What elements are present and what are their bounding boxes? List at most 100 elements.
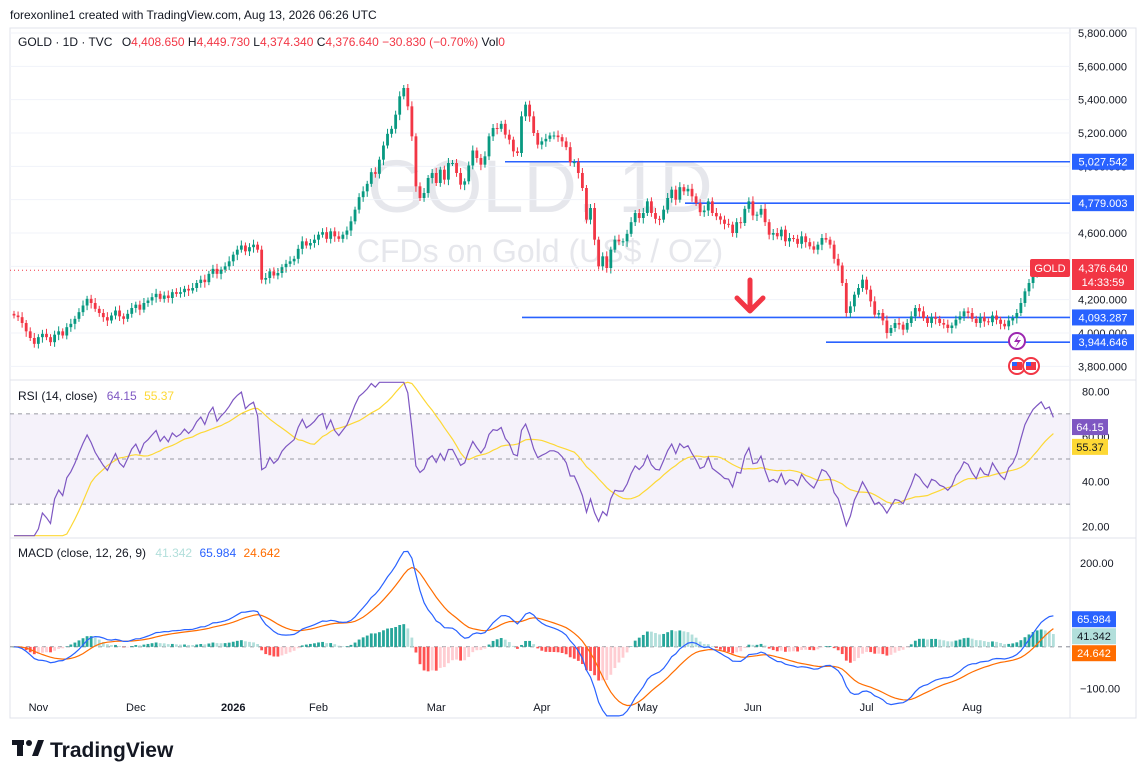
candle-body [995, 315, 998, 320]
macd-histogram-bar [398, 625, 402, 647]
candle-body [402, 88, 406, 97]
candle-body [203, 279, 207, 283]
candle-body [215, 268, 219, 274]
symbol-label[interactable]: GOLD · 1D · TVC [18, 35, 113, 49]
price-axis[interactable]: 3,800.0004,000.0004,200.0004,400.0004,60… [10, 28, 1127, 373]
macd-histogram-bar [422, 646, 426, 671]
candle-body [276, 273, 280, 276]
footer-brand[interactable]: TradingView [12, 738, 173, 764]
macd-histogram-bar [958, 639, 962, 647]
macd-histogram-bar [308, 643, 312, 647]
macd-histogram-bar [572, 646, 576, 659]
macd-histogram-bar [836, 646, 840, 651]
macd-histogram-bar [714, 646, 718, 649]
macd-histogram-bar [796, 646, 799, 652]
macd-hist-badge-label: 41.342 [1077, 631, 1111, 643]
macd-histogram-bar [430, 646, 434, 671]
time-tick-label: May [637, 702, 658, 714]
candle-body [49, 337, 52, 343]
macd-histogram-bar [1027, 634, 1031, 647]
macd-histogram-bar [268, 646, 272, 656]
macd-histogram-bar [434, 646, 438, 671]
candle-body [881, 313, 885, 321]
macd-histogram-bar [938, 639, 942, 647]
macd-histogram-bar [386, 628, 389, 647]
candle-body [126, 313, 130, 319]
candle-body [710, 201, 714, 213]
macd-histogram-bar [369, 633, 373, 647]
candle-body [223, 266, 227, 270]
volume-value: 0 [498, 35, 505, 49]
macd-histogram-bar [134, 645, 138, 647]
lightning-event-icon[interactable] [1008, 332, 1026, 350]
candle-body [179, 292, 182, 294]
candle-body [674, 189, 678, 200]
candle-body [658, 218, 661, 220]
time-tick-label: Apr [533, 702, 550, 714]
rsi-title: RSI (14, close) [18, 389, 98, 403]
macd-histogram-bar [524, 640, 527, 647]
candle-body [593, 208, 596, 240]
candle-body [183, 288, 186, 293]
time-tick-label: Jul [860, 702, 874, 714]
open-label: O [121, 35, 132, 49]
macd-histogram-bar [784, 646, 787, 652]
watermark-subtitle: CFDs on Gold (US$ / OZ) [357, 233, 723, 269]
candle-body [341, 234, 345, 239]
candle-body [77, 312, 81, 319]
candle-body [122, 316, 126, 319]
candle-body [41, 333, 44, 338]
candle-body [536, 133, 540, 145]
candle-body [20, 317, 24, 323]
macd-histogram-bar [455, 646, 458, 660]
macd-histogram-bar [581, 646, 584, 664]
rsi-tick-label: 20.00 [1082, 522, 1110, 534]
close-value: 4,376.640 [325, 35, 379, 49]
candle-body [763, 208, 767, 223]
macd-histogram-bar [361, 637, 365, 647]
time-axis[interactable]: Nov Dec 2026 Feb Mar Apr May Jun Jul Aug [29, 702, 982, 714]
macd-histogram-bar [1039, 629, 1043, 647]
candle-body [836, 258, 840, 266]
macd-histogram-bar [337, 645, 341, 647]
macd-histogram-bar [442, 646, 446, 668]
macd-histogram-bar [1023, 637, 1027, 647]
candle-body [256, 244, 259, 250]
macd-histogram-bar [605, 646, 609, 680]
us-flag-event-icon-2[interactable] [1022, 357, 1040, 375]
rsi-value-label: 64.15 [1076, 422, 1104, 434]
macd-histogram-bar [325, 643, 329, 647]
candle-body [378, 159, 381, 174]
candle-body [800, 236, 804, 244]
candle-body [954, 319, 958, 326]
candle-body [300, 241, 304, 249]
candle-body [170, 292, 174, 298]
macd-histogram-bar [146, 643, 150, 647]
candle-body [946, 324, 950, 328]
macd-histogram-bar [203, 644, 207, 647]
svg-text:GOLD: GOLD [1034, 263, 1065, 275]
candle-body [207, 273, 211, 283]
macd-histogram-bar [122, 646, 126, 648]
macd-histogram-bar [1015, 642, 1019, 647]
candle-body [548, 135, 552, 139]
candle-body [516, 151, 519, 153]
macd-histogram-bar [645, 631, 649, 647]
candle-body [585, 188, 588, 220]
candle-body [913, 308, 917, 317]
candle-body [16, 315, 20, 318]
macd-histogram-bar [901, 646, 905, 650]
macd-pane[interactable]: 200.00 −100.00 65.984 41.342 24.642 [10, 550, 1120, 717]
macd-histogram-bar [999, 642, 1002, 647]
candle-body [524, 104, 527, 117]
macd-histogram-bar [889, 646, 893, 655]
candle-body [974, 318, 978, 323]
candle-body [455, 163, 458, 173]
candle-body [885, 320, 889, 333]
candle-body [978, 317, 982, 323]
macd-histogram-bar [532, 644, 536, 647]
macd-histogram-bar [926, 639, 929, 647]
